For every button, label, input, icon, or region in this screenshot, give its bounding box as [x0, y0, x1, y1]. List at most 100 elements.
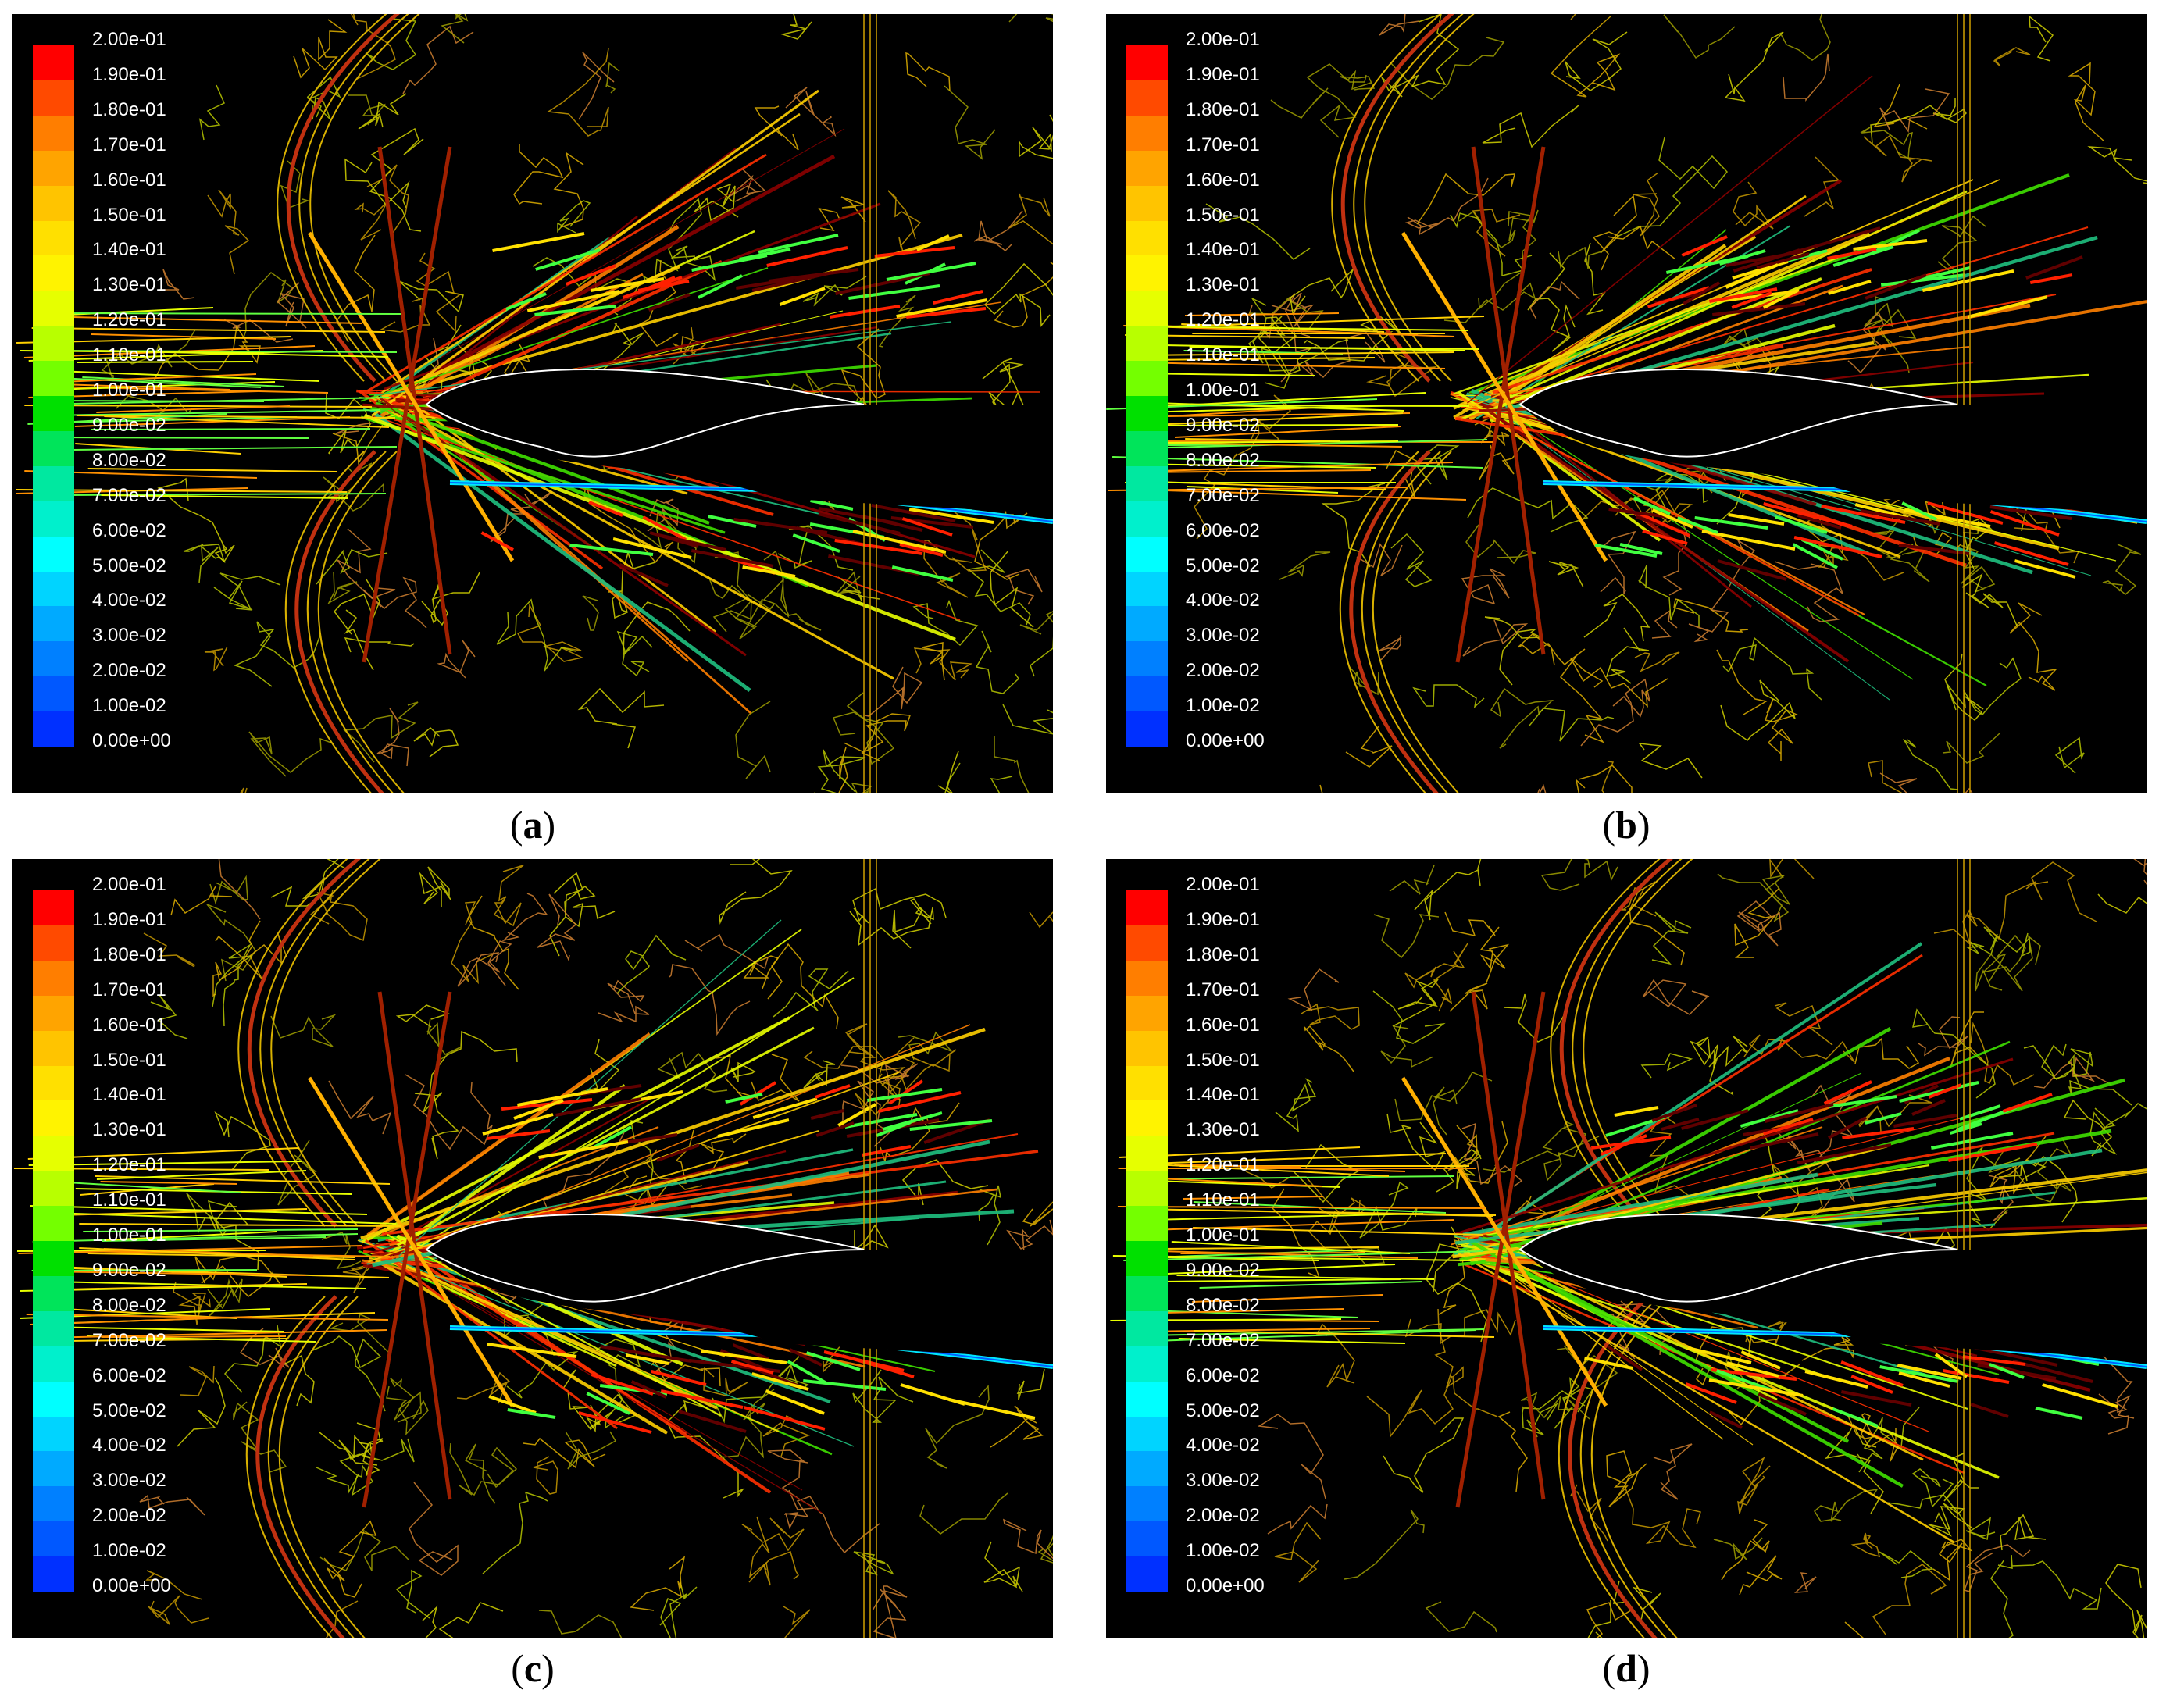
airfoil-body — [1520, 369, 2147, 514]
legend-label: 6.00e-02 — [1186, 1364, 1260, 1386]
airfoil-body — [426, 369, 1053, 514]
airfoil-outline — [425, 1214, 865, 1303]
legend-swatch — [1126, 711, 1168, 747]
legend-label: 1.00e-02 — [1186, 695, 1260, 717]
legend-swatch — [33, 1416, 74, 1452]
legend-swatch — [1126, 220, 1168, 256]
legend-swatch — [1126, 501, 1168, 537]
legend-swatch — [33, 1451, 74, 1487]
legend-label: 2.00e-02 — [92, 660, 166, 682]
legend-entry: 1.20e-01 — [1126, 1154, 1337, 1207]
legend-label: 4.00e-02 — [92, 590, 166, 612]
legend-entry: 1.90e-01 — [1126, 64, 1337, 116]
legend-label: 8.00e-02 — [1186, 1294, 1260, 1316]
legend-entry: 0.00e+00 — [1126, 1575, 1337, 1626]
legend-entry: 9.00e-02 — [1126, 1260, 1337, 1311]
legend-label: 6.00e-02 — [92, 519, 166, 541]
legend-label: 7.00e-02 — [92, 1329, 166, 1351]
legend-swatch — [1126, 536, 1168, 572]
legend-entry: 1.30e-01 — [1126, 1119, 1337, 1171]
legend-entry: 5.00e-02 — [1126, 555, 1337, 607]
legend-label: 1.60e-01 — [1186, 1014, 1260, 1036]
legend-swatch — [1126, 45, 1168, 80]
airfoil-outline — [1518, 1214, 1958, 1303]
legend-label: 2.00e-01 — [92, 29, 166, 50]
legend-entry: 1.40e-01 — [33, 239, 244, 291]
legend-entry: 5.00e-02 — [33, 1400, 244, 1452]
legend-swatch — [33, 1030, 74, 1066]
legend-entry: 1.00e-01 — [1126, 1225, 1337, 1276]
legend-entry: 1.20e-01 — [33, 1154, 244, 1207]
legend-entry: 8.00e-02 — [1126, 450, 1337, 501]
legend-swatch — [1126, 960, 1168, 996]
legend-swatch — [1126, 1521, 1168, 1557]
legend-entry: 9.00e-02 — [33, 415, 244, 466]
legend-swatch — [33, 185, 74, 221]
legend-label: 1.50e-01 — [1186, 204, 1260, 226]
legend-label: 4.00e-02 — [1186, 590, 1260, 612]
legend-label: 1.10e-01 — [92, 344, 166, 366]
legend-entry: 4.00e-02 — [33, 590, 244, 642]
legend-entry: 1.70e-01 — [1126, 979, 1337, 1031]
legend-entry: 1.80e-01 — [33, 944, 244, 996]
legend-label: 9.00e-02 — [1186, 1259, 1260, 1281]
legend-entry: 5.00e-02 — [1126, 1400, 1337, 1452]
legend-label: 1.10e-01 — [1186, 344, 1260, 366]
legend-label: 1.30e-01 — [1186, 1119, 1260, 1141]
legend-swatch — [1126, 465, 1168, 501]
airfoil-outline — [425, 369, 865, 458]
contour-field-d — [1110, 859, 2147, 1638]
legend-label: 1.70e-01 — [92, 134, 166, 155]
legend-swatch — [1126, 1310, 1168, 1346]
legend-entry: 6.00e-02 — [1126, 1365, 1337, 1417]
legend-entry: 1.30e-01 — [33, 274, 244, 326]
contour-panel-c: 2.00e-01 1.90e-01 1.80e-01 1.70e-01 1.60e-01… — [12, 859, 1053, 1638]
legend-entry: 1.60e-01 — [1126, 1014, 1337, 1066]
legend-swatch — [1126, 255, 1168, 291]
legend-entry: 1.00e-01 — [33, 1225, 244, 1276]
legend-entry: 4.00e-02 — [33, 1435, 244, 1487]
legend-swatch — [1126, 890, 1168, 925]
legend-entry: 3.00e-02 — [1126, 1470, 1337, 1522]
legend-label: 1.20e-01 — [1186, 1154, 1260, 1176]
legend-entry: 7.00e-02 — [1126, 485, 1337, 537]
legend-entry: 1.50e-01 — [33, 1050, 244, 1101]
legend-entry: 0.00e+00 — [33, 730, 244, 781]
caption-a: (a) — [509, 803, 556, 847]
legend-swatch — [33, 1310, 74, 1346]
legend-entry: 4.00e-02 — [1126, 1435, 1337, 1487]
contour-lines — [13, 859, 1053, 1638]
legend-swatch — [1126, 1136, 1168, 1171]
legend-label: 9.00e-02 — [92, 414, 166, 436]
legend-entry: 1.80e-01 — [1126, 99, 1337, 151]
legend-swatch — [33, 80, 74, 116]
legend-label: 3.00e-02 — [92, 625, 166, 647]
legend-entry: 9.00e-02 — [33, 1260, 244, 1311]
legend-entry: 1.20e-01 — [1126, 309, 1337, 362]
legend-label: 0.00e+00 — [92, 1575, 171, 1596]
legend-label: 4.00e-02 — [92, 1435, 166, 1457]
legend-label: 1.00e-02 — [1186, 1540, 1260, 1562]
legend-swatch — [1126, 430, 1168, 466]
legend-label: 1.20e-01 — [92, 309, 166, 331]
legend-swatch — [1126, 396, 1168, 431]
legend-label: 1.80e-01 — [1186, 943, 1260, 965]
legend-entry: 6.00e-02 — [33, 1365, 244, 1417]
legend-swatch — [1126, 115, 1168, 151]
legend-label: 1.00e-01 — [1186, 1225, 1260, 1246]
legend-label: 1.70e-01 — [92, 979, 166, 1000]
legend-entry: 1.00e-02 — [1126, 695, 1337, 747]
legend-entry: 1.20e-01 — [33, 309, 244, 362]
legend-entry: 2.00e-01 — [1126, 29, 1337, 80]
legend-label: 3.00e-02 — [1186, 625, 1260, 647]
legend-label: 0.00e+00 — [1186, 730, 1265, 751]
legend-entry: 1.90e-01 — [33, 909, 244, 961]
legend-label: 1.90e-01 — [92, 63, 166, 85]
legend-entry: 2.00e-01 — [33, 874, 244, 925]
legend-entry: 1.00e-02 — [1126, 1540, 1337, 1592]
legend-entry: 7.00e-02 — [1126, 1330, 1337, 1382]
legend-label: 1.60e-01 — [1186, 169, 1260, 191]
legend-label: 1.50e-01 — [1186, 1049, 1260, 1071]
legend-swatch — [1126, 676, 1168, 712]
airfoil-body — [1520, 1214, 2147, 1359]
